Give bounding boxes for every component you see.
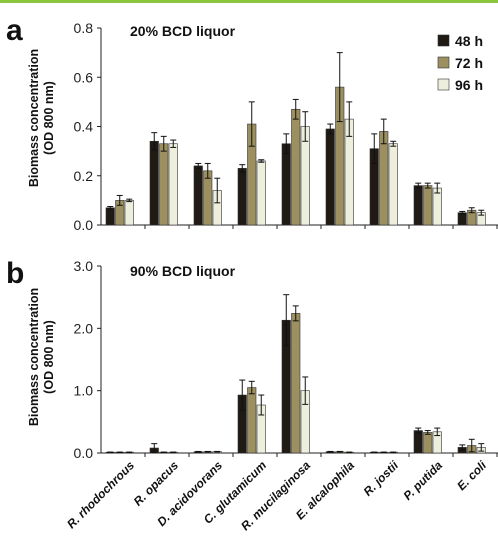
panel-title-a: 20% BCD liquor [130, 23, 236, 39]
bar-a-72h [423, 185, 433, 226]
y-tick-label-a: 0.8 [74, 20, 94, 36]
category-label: P. putida [400, 458, 445, 503]
y-axis-label-b-line1: Biomass concentration [27, 288, 41, 426]
category-label: R. jostii [361, 458, 402, 499]
y-tick-label-a: 0.4 [74, 119, 94, 135]
bar-a-48h [325, 128, 335, 226]
bar-a-48h [281, 143, 291, 226]
bar-a-48h [413, 185, 423, 226]
legend-swatch-72h [437, 56, 450, 69]
y-tick-label-b: 1.0 [74, 383, 94, 399]
bar-a-96h [124, 200, 134, 226]
y-tick-label-a: 0.2 [74, 168, 94, 184]
bar-a-96h [388, 143, 398, 226]
bar-a-72h [203, 170, 213, 226]
y-tick-label-b: 2.0 [74, 320, 94, 336]
legend-label-48h: 48 h [455, 33, 483, 49]
bar-a-96h [432, 187, 442, 226]
bar-b-72h [247, 387, 257, 454]
plot-area-a: 0.0 0.2 0.4 0.6 0.8 [74, 20, 498, 233]
bar-a-72h [291, 108, 301, 226]
panel-label-a: a [6, 14, 23, 47]
panel-label-b: b [6, 257, 24, 290]
bar-a-48h [149, 140, 159, 226]
bar-a-48h [193, 165, 203, 226]
legend-swatch-96h [437, 78, 450, 91]
plot-area-b: 0.0 1.0 2.0 3.0 [74, 258, 498, 461]
bar-b-72h [423, 432, 433, 454]
y-axis-label-b-line2: (OD 800 nm) [42, 320, 56, 394]
category-label: E. coli [454, 458, 489, 493]
bar-a-48h [105, 207, 115, 226]
category-label: R. rhodochrous [64, 458, 137, 531]
y-tick-label-b: 3.0 [74, 258, 94, 274]
legend-label-72h: 72 h [455, 55, 483, 71]
y-tick-label-a: 0.6 [74, 69, 94, 85]
y-axis-label-a-line2: (OD 800 nm) [42, 81, 56, 155]
legend-swatch-48h [437, 34, 450, 47]
bar-b-72h [291, 313, 301, 454]
legend-label-96h: 96 h [455, 77, 483, 93]
header-accent-line [0, 0, 498, 3]
bar-a-96h [168, 143, 178, 226]
bar-a-48h [237, 168, 247, 226]
bar-a-96h [256, 160, 266, 226]
bar-b-48h [413, 430, 423, 454]
bar-a-72h [379, 131, 389, 226]
bar-a-48h [457, 212, 467, 226]
legend: 48 h 72 h 96 h [437, 33, 483, 93]
y-tick-label-b: 0.0 [74, 445, 94, 461]
y-tick-label-a: 0.0 [74, 217, 94, 233]
panel-title-b: 90% BCD liquor [130, 263, 236, 279]
bar-a-72h [159, 143, 169, 226]
y-axis-label-a-line1: Biomass concentration [27, 49, 41, 187]
